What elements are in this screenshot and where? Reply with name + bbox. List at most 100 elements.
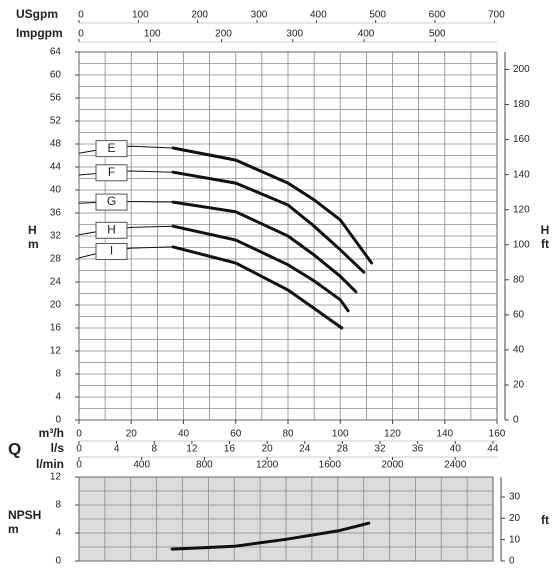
y2-tick-label: 100	[513, 239, 530, 250]
y2-tick-label: 80	[513, 274, 525, 285]
x-tick-label: 80	[282, 429, 294, 440]
y-tick-label: 24	[50, 277, 62, 288]
x-tick-label: 44	[487, 444, 499, 455]
y-tick-label: 0	[55, 415, 61, 426]
x-tick-label: 60	[230, 429, 242, 440]
y2-axis-title: H	[541, 223, 550, 237]
curve	[171, 170, 366, 274]
x-tick-label: 0	[76, 444, 82, 455]
y-tick-label: 52	[50, 116, 62, 127]
y-axis-title: m	[8, 522, 19, 536]
axis-title: Impgpm	[16, 26, 63, 40]
y-tick-label: 8	[55, 500, 61, 511]
y-tick-label: 36	[50, 208, 62, 219]
x-tick-label: 2000	[381, 460, 404, 471]
axis-title: l/min	[36, 457, 64, 471]
x-tick-label: 4	[114, 444, 120, 455]
y-tick-label: 28	[50, 254, 62, 265]
x-tick-label: 0	[78, 10, 84, 21]
y2-tick-label: 40	[513, 345, 525, 356]
y2-tick-label: 60	[513, 309, 525, 320]
x-tick-label: 1600	[319, 460, 342, 471]
curve	[171, 245, 344, 330]
x-axis-title: m³/h	[39, 426, 64, 440]
y2-tick-label: 120	[513, 204, 530, 215]
y2-tick-label: 0	[513, 415, 519, 426]
y2-tick-label: 180	[513, 99, 530, 110]
plot-frame	[78, 476, 494, 562]
y-axis-title: H	[28, 223, 37, 237]
x-tick-label: 0	[76, 460, 82, 471]
y2-axis-title: ft	[541, 513, 549, 527]
x-tick-label: 120	[384, 429, 401, 440]
y-tick-label: 32	[50, 231, 62, 242]
y-tick-label: 4	[55, 392, 61, 403]
y-tick-label: 20	[50, 300, 62, 311]
curve-label-box	[95, 164, 128, 182]
legend-label: I	[110, 244, 113, 258]
x-tick-label: 20	[126, 429, 138, 440]
curve	[171, 146, 374, 265]
x-tick-label: 700	[488, 10, 505, 21]
y-tick-label: 48	[50, 139, 62, 150]
x-tick-label: 100	[144, 29, 161, 40]
x-tick-label: 100	[332, 429, 349, 440]
x-tick-label: 100	[132, 10, 149, 21]
x-tick-label: 0	[76, 429, 82, 440]
y2-tick-label: 10	[509, 534, 521, 545]
curve-label-box	[95, 243, 128, 261]
x-tick-label: 24	[299, 444, 311, 455]
legend-label: F	[108, 165, 115, 179]
x-tick-label: 2400	[444, 460, 467, 471]
curve	[170, 521, 371, 551]
x-tick-label: 300	[251, 10, 268, 21]
x-tick-label: 1200	[256, 460, 279, 471]
y-tick-label: 44	[50, 162, 62, 173]
x-tick-label: 0	[78, 29, 84, 40]
curve-label-box	[95, 193, 128, 211]
y-tick-label: 40	[50, 185, 62, 196]
x-tick-label: 200	[191, 10, 208, 21]
y-tick-label: 64	[50, 47, 62, 58]
legend-label: E	[107, 141, 115, 155]
axis-title: l/s	[51, 441, 65, 455]
y2-axis-title: ft	[541, 237, 549, 251]
y2-tick-label: 20	[513, 380, 525, 391]
y-tick-label: 12	[50, 346, 62, 357]
y2-tick-label: 140	[513, 169, 530, 180]
y2-tick-label: 200	[513, 64, 530, 75]
curve	[171, 224, 350, 313]
x-tick-label: 32	[374, 444, 386, 455]
curve	[171, 200, 358, 294]
x-tick-label: 16	[224, 444, 236, 455]
x-tick-label: 28	[337, 444, 349, 455]
curve-label-box	[95, 221, 128, 239]
y2-tick-label: 160	[513, 134, 530, 145]
x-tick-label: 140	[436, 429, 453, 440]
x-tick-label: 160	[489, 429, 506, 440]
axis-title: USgpm	[16, 7, 58, 21]
x-tick-label: 8	[151, 444, 157, 455]
x-tick-label: 600	[429, 10, 446, 21]
y2-tick-label: 20	[509, 513, 521, 524]
y-tick-label: 12	[50, 472, 62, 483]
x-tick-label: 40	[178, 429, 190, 440]
x-tick-label: 400	[133, 460, 150, 471]
y-tick-label: 0	[55, 556, 61, 567]
y-tick-label: 60	[50, 70, 62, 81]
x-tick-label: 400	[358, 29, 375, 40]
x-tick-label: 400	[310, 10, 327, 21]
y-tick-label: 16	[50, 323, 62, 334]
x-tick-label: 500	[429, 29, 446, 40]
x-tick-label: 20	[262, 444, 274, 455]
y-tick-label: 4	[55, 528, 61, 539]
x-tick-label: 500	[369, 10, 386, 21]
x-tick-label: 300	[286, 29, 303, 40]
x-tick-label: 12	[186, 444, 198, 455]
legend-label: H	[107, 222, 116, 236]
y-tick-label: 8	[55, 369, 61, 380]
y2-tick-label: 0	[509, 556, 515, 567]
x-tick-label: 36	[412, 444, 424, 455]
x-tick-label: 40	[450, 444, 462, 455]
